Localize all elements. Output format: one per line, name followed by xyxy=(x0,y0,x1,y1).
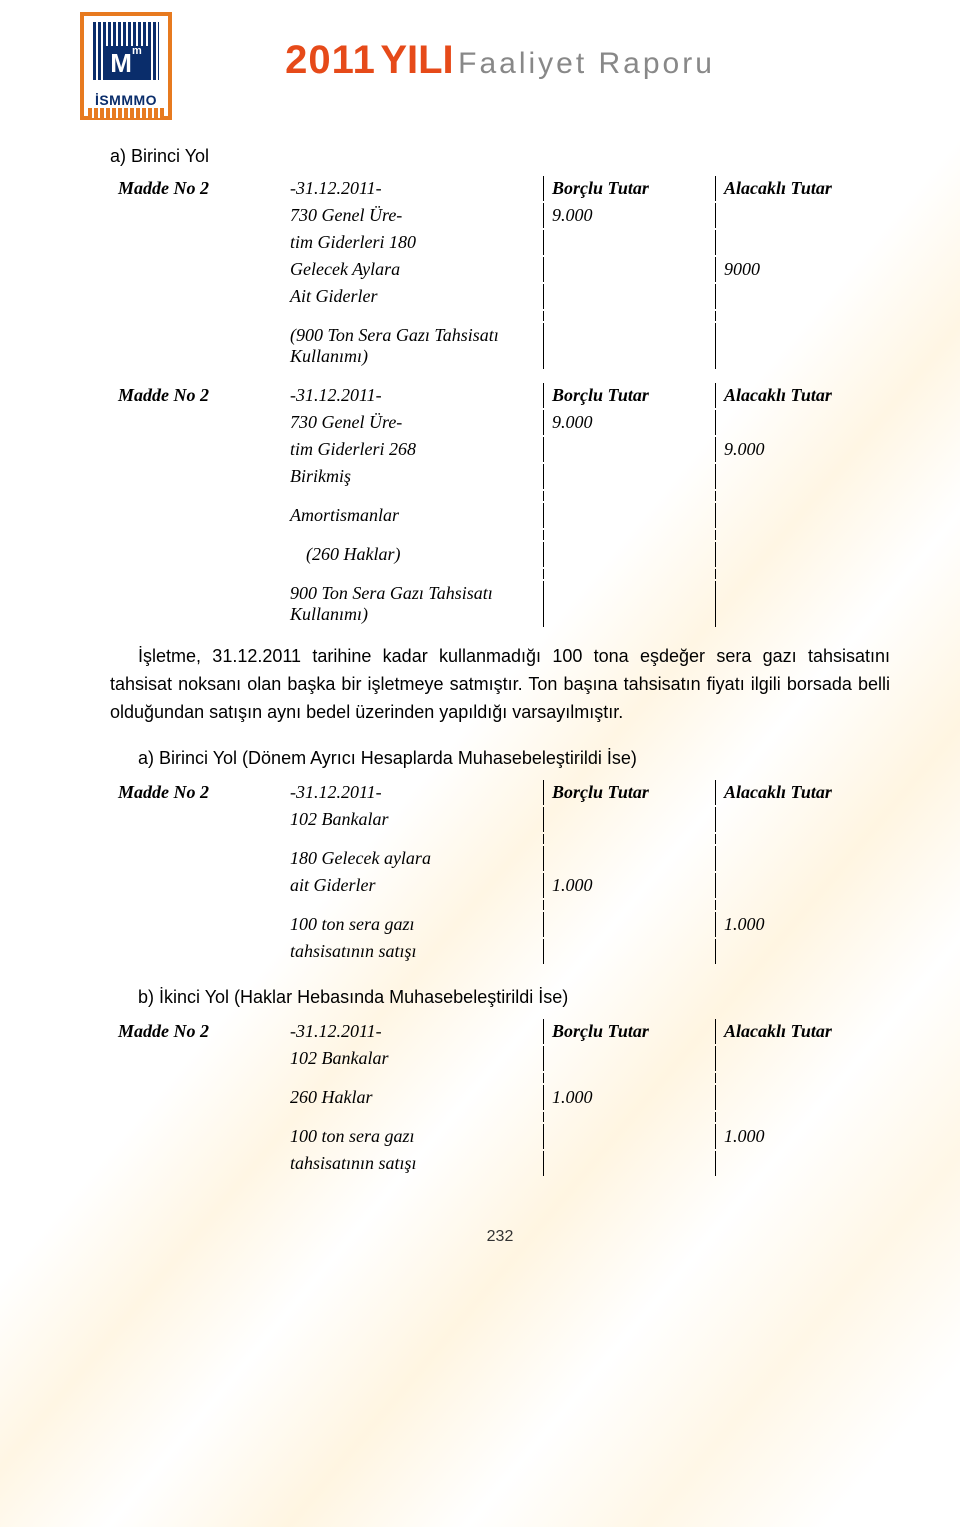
table-row: Madde No 2 -31.12.2011- Borçlu Tutar Ala… xyxy=(112,383,888,408)
title-yili: YILI xyxy=(380,38,453,82)
t4-r0-c: Borçlu Tutar xyxy=(546,1019,716,1044)
t3-r0-c: Borçlu Tutar xyxy=(546,780,716,805)
t3-r3-b1: 100 ton sera gazı xyxy=(284,912,544,937)
table-row: Madde No 2 -31.12.2011- Borçlu Tutar Ala… xyxy=(112,1019,888,1044)
table-row: (900 Ton Sera Gazı Tahsisatı Kullanımı) xyxy=(112,323,888,369)
t2-r0-a: Madde No 2 xyxy=(112,383,282,408)
table-row: tahsisatının satışı xyxy=(112,939,888,964)
t2-r2-b: Amortismanlar xyxy=(284,503,544,528)
t4-r2-b: 260 Haklar xyxy=(284,1085,544,1110)
table-row: 730 Genel Üre- 9.000 xyxy=(112,410,888,435)
table-row: tim Giderleri 268 9.000 xyxy=(112,437,888,462)
table-row: 730 Genel Üre- 9.000 xyxy=(112,203,888,228)
logo-m-text: M xyxy=(110,48,132,78)
t4-r3-b2: tahsisatının satışı xyxy=(284,1151,544,1176)
sub-label-b: b) İkinci Yol (Haklar Hebasında Muhasebe… xyxy=(110,984,890,1011)
table-row xyxy=(112,530,888,540)
t1-r1-b1: 730 Genel Üre- xyxy=(284,203,544,228)
table-row: 100 ton sera gazı 1.000 xyxy=(112,912,888,937)
title-rest: Faaliyet Raporu xyxy=(458,47,715,80)
logo: Mm İSMMMO xyxy=(80,12,172,120)
t1-r0-c: Borçlu Tutar xyxy=(546,176,716,201)
t4-r3-d: 1.000 xyxy=(718,1124,888,1149)
t2-r0-b: -31.12.2011- xyxy=(284,383,544,408)
t3-r2-b2: ait Giderler xyxy=(284,873,544,898)
t1-r1-b3: Gelecek Aylara xyxy=(284,257,544,282)
table-row: Madde No 2 -31.12.2011- Borçlu Tutar Ala… xyxy=(112,176,888,201)
t2-r1-d: 9.000 xyxy=(718,437,888,462)
title-year: 2011 xyxy=(285,38,376,82)
table-row: 260 Haklar 1.000 xyxy=(112,1085,888,1110)
table-row xyxy=(112,834,888,844)
t1-r1-b2: tim Giderleri 180 xyxy=(284,230,544,255)
table-row xyxy=(112,1073,888,1083)
t2-r1-b1: 730 Genel Üre- xyxy=(284,410,544,435)
table-row xyxy=(112,900,888,910)
t4-r2-c: 1.000 xyxy=(546,1085,716,1110)
t1-r1-c: 9.000 xyxy=(546,203,716,228)
t1-r0-b: -31.12.2011- xyxy=(284,176,544,201)
table-row xyxy=(112,311,888,321)
t3-r3-d: 1.000 xyxy=(718,912,888,937)
page-number: 232 xyxy=(110,1228,890,1246)
table-1: Madde No 2 -31.12.2011- Borçlu Tutar Ala… xyxy=(110,174,890,371)
t4-r1-b: 102 Bankalar xyxy=(284,1046,544,1071)
table-row: tahsisatının satışı xyxy=(112,1151,888,1176)
t3-r0-b: -31.12.2011- xyxy=(284,780,544,805)
logo-m-sup: m xyxy=(132,45,142,57)
table-row: 102 Bankalar xyxy=(112,1046,888,1071)
table-row xyxy=(112,491,888,501)
table-row: Gelecek Aylara 9000 xyxy=(112,257,888,282)
t2-r3-b: (260 Haklar) xyxy=(284,542,544,567)
t2-r0-c: Borçlu Tutar xyxy=(546,383,716,408)
t3-r3-b2: tahsisatının satışı xyxy=(284,939,544,964)
t2-note: 900 Ton Sera Gazı Tahsisatı Kullanımı) xyxy=(284,581,544,627)
t3-r1-b: 102 Bankalar xyxy=(284,807,544,832)
table-row xyxy=(112,569,888,579)
page-title: 2011 YILI Faaliyet Raporu xyxy=(110,38,890,83)
t4-r0-a: Madde No 2 xyxy=(112,1019,282,1044)
logo-stripes xyxy=(88,108,164,118)
t1-r0-d: Alacaklı Tutar xyxy=(718,176,888,201)
t4-r0-b: -31.12.2011- xyxy=(284,1019,544,1044)
t1-r0-a: Madde No 2 xyxy=(112,176,282,201)
table-row: ait Giderler 1.000 xyxy=(112,873,888,898)
table-3: Madde No 2 -31.12.2011- Borçlu Tutar Ala… xyxy=(110,778,890,966)
t4-r0-d: Alacaklı Tutar xyxy=(718,1019,888,1044)
table-row: 100 ton sera gazı 1.000 xyxy=(112,1124,888,1149)
section-a-label: a) Birinci Yol xyxy=(110,143,890,170)
t2-r1-b3: Birikmiş xyxy=(284,464,544,489)
page: Mm İSMMMO 2011 YILI Faaliyet Raporu a) B… xyxy=(0,0,960,1527)
logo-m: Mm xyxy=(104,46,148,80)
table-2: Madde No 2 -31.12.2011- Borçlu Tutar Ala… xyxy=(110,381,890,629)
t3-r2-c: 1.000 xyxy=(546,873,716,898)
table-row: Ait Giderler xyxy=(112,284,888,309)
table-row: Amortismanlar xyxy=(112,503,888,528)
sub-label-a: a) Birinci Yol (Dönem Ayrıcı Hesaplarda … xyxy=(110,745,890,772)
table-row: Birikmiş xyxy=(112,464,888,489)
t1-r1-b4: Ait Giderler xyxy=(284,284,544,309)
table-row: 900 Ton Sera Gazı Tahsisatı Kullanımı) xyxy=(112,581,888,627)
t4-r3-b1: 100 ton sera gazı xyxy=(284,1124,544,1149)
table-row: 180 Gelecek aylara xyxy=(112,846,888,871)
table-row: 102 Bankalar xyxy=(112,807,888,832)
paragraph-1: İşletme, 31.12.2011 tarihine kadar kulla… xyxy=(110,643,890,727)
t2-r1-b2: tim Giderleri 268 xyxy=(284,437,544,462)
t2-r1-c: 9.000 xyxy=(546,410,716,435)
logo-frame: Mm İSMMMO xyxy=(80,12,172,120)
table-row: Madde No 2 -31.12.2011- Borçlu Tutar Ala… xyxy=(112,780,888,805)
t2-r0-d: Alacaklı Tutar xyxy=(718,383,888,408)
t1-note: (900 Ton Sera Gazı Tahsisatı Kullanımı) xyxy=(284,323,544,369)
table-4: Madde No 2 -31.12.2011- Borçlu Tutar Ala… xyxy=(110,1017,890,1178)
t3-r0-a: Madde No 2 xyxy=(112,780,282,805)
logo-text: İSMMMO xyxy=(84,92,168,108)
table-row xyxy=(112,1112,888,1122)
table-row: (260 Haklar) xyxy=(112,542,888,567)
t1-r1-d: 9000 xyxy=(718,257,888,282)
table-row: tim Giderleri 180 xyxy=(112,230,888,255)
t3-r2-b1: 180 Gelecek aylara xyxy=(284,846,544,871)
t3-r0-d: Alacaklı Tutar xyxy=(718,780,888,805)
